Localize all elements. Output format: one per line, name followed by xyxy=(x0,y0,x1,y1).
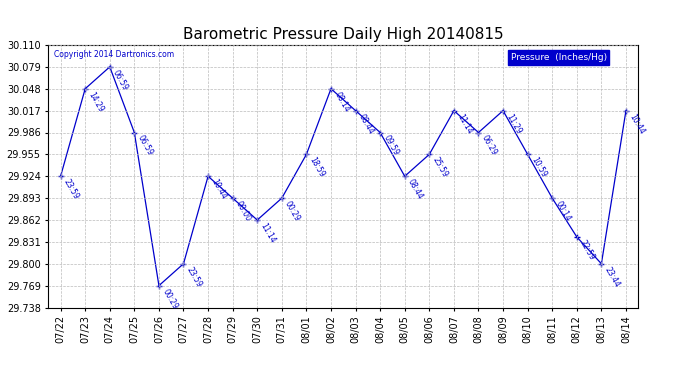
Text: 09:59: 09:59 xyxy=(382,134,400,158)
Text: 08:44: 08:44 xyxy=(406,178,425,201)
Text: 10:44: 10:44 xyxy=(210,178,228,201)
Text: 06:29: 06:29 xyxy=(480,134,499,158)
Text: 11:29: 11:29 xyxy=(504,112,523,135)
Text: 00:00: 00:00 xyxy=(234,200,253,223)
Text: 08:44: 08:44 xyxy=(357,112,375,135)
Text: 11:14: 11:14 xyxy=(455,112,474,135)
Text: 18:59: 18:59 xyxy=(308,156,326,179)
Text: 10:44: 10:44 xyxy=(627,112,646,135)
Text: 10:59: 10:59 xyxy=(529,156,548,179)
Text: 00:29: 00:29 xyxy=(283,200,302,223)
Text: 00:14: 00:14 xyxy=(553,200,572,223)
Text: Copyright 2014 Dartronics.com: Copyright 2014 Dartronics.com xyxy=(55,50,175,59)
Text: 08:14: 08:14 xyxy=(333,90,351,114)
Text: 23:59: 23:59 xyxy=(185,265,204,289)
Title: Barometric Pressure Daily High 20140815: Barometric Pressure Daily High 20140815 xyxy=(183,27,504,42)
Text: 22:59: 22:59 xyxy=(578,238,597,262)
Text: 23:59: 23:59 xyxy=(62,178,81,201)
Text: 23:44: 23:44 xyxy=(603,265,622,289)
Text: 06:59: 06:59 xyxy=(136,134,155,158)
Text: 14:29: 14:29 xyxy=(86,90,106,114)
Text: Pressure  (Inches/Hg): Pressure (Inches/Hg) xyxy=(511,53,607,62)
Text: 00:29: 00:29 xyxy=(160,287,179,310)
Text: 25:59: 25:59 xyxy=(431,156,449,179)
Text: 11:14: 11:14 xyxy=(259,221,277,245)
Text: 06:59: 06:59 xyxy=(111,68,130,92)
